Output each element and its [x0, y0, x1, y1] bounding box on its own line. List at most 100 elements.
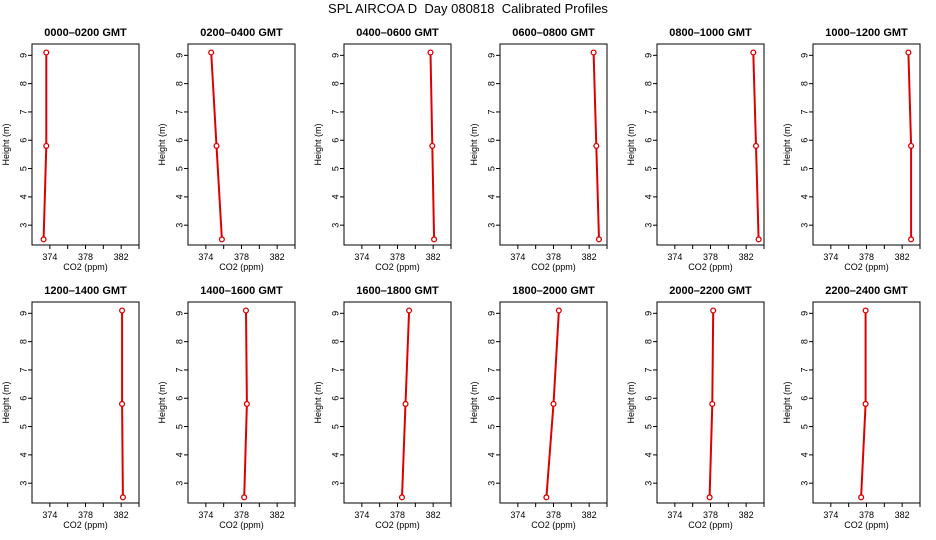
y-tick-label: 7: [18, 367, 28, 372]
y-tick-label: 6: [643, 138, 653, 143]
data-point: [595, 236, 603, 243]
x-tick-label: 378: [859, 510, 874, 520]
y-axis-label: Height (m): [313, 123, 323, 165]
y-tick-label: 9: [18, 53, 28, 58]
data-point: [752, 142, 760, 149]
data-point: [755, 236, 762, 243]
y-tick-label: 4: [18, 452, 28, 457]
x-axis-label: CO2 (ppm): [531, 262, 576, 272]
x-tick-label: 382: [270, 252, 285, 262]
y-tick-label: 4: [799, 452, 809, 457]
data-point: [908, 142, 915, 149]
x-axis-label: CO2 (ppm): [688, 520, 733, 530]
data-point: [43, 142, 50, 149]
panel-10: 1800–2000 GMT 374 378 382 CO2 (ppm) 3 4 5 6 7 8 9 He…: [469, 285, 608, 530]
data-point: [40, 236, 47, 243]
panel-6: 1000–1200 GMT 374 378 382 CO2 (ppm) 3 4 5 6 7 8 9 He…: [782, 27, 921, 272]
y-tick-label: 3: [174, 223, 184, 228]
x-tick-label: 382: [270, 510, 285, 520]
y-tick-label: 8: [643, 81, 653, 86]
x-tick-label: 378: [390, 252, 405, 262]
panel-title: 0200–0400 GMT: [200, 27, 283, 39]
y-axis-label: Height (m): [157, 381, 167, 423]
y-axis-label: Height (m): [626, 381, 636, 423]
panel-title: 2000–2200 GMT: [669, 285, 752, 297]
x-tick-label: 382: [739, 252, 754, 262]
x-tick-label: 382: [426, 510, 441, 520]
y-tick-label: 6: [18, 396, 28, 401]
panel-7: 1200–1400 GMT 374 378 382 CO2 (ppm) 3 4 5 6 7 8 9 He…: [1, 285, 140, 530]
x-tick-label: 378: [78, 252, 93, 262]
data-point: [218, 236, 225, 243]
y-tick-label: 9: [486, 53, 496, 58]
y-tick-label: 5: [330, 166, 340, 171]
panel-title: 1200–1400 GMT: [44, 285, 127, 297]
y-axis-label: Height (m): [782, 381, 792, 423]
panel-3: 0400–0600 GMT 374 378 382 CO2 (ppm) 3 4 5 6 7 8 9 He…: [313, 27, 452, 272]
y-tick-label: 6: [799, 396, 809, 401]
data-point: [543, 494, 550, 501]
panel-5: 0800–1000 GMT 374 378 382 CO2 (ppm) 3 4 5 6 7 8 9 He…: [626, 27, 765, 272]
x-tick-label: 378: [546, 252, 561, 262]
x-tick-label: 374: [354, 510, 369, 520]
x-tick-label: 374: [354, 252, 369, 262]
data-point: [243, 400, 250, 407]
y-tick-label: 9: [174, 53, 184, 58]
data-point: [119, 307, 126, 314]
y-tick-label: 8: [330, 339, 340, 344]
y-tick-label: 7: [174, 109, 184, 114]
y-tick-label: 3: [174, 481, 184, 486]
x-tick-label: 382: [582, 252, 597, 262]
x-axis-label: CO2 (ppm): [844, 520, 889, 530]
y-tick-label: 6: [18, 138, 28, 143]
y-tick-label: 9: [799, 53, 809, 58]
y-tick-label: 7: [18, 109, 28, 114]
panel-2: 0200–0400 GMT 374 378 382 CO2 (ppm) 3 4 5 6 7 8 9 He…: [157, 27, 296, 272]
x-tick-label: 378: [390, 510, 405, 520]
data-point: [590, 49, 597, 56]
y-tick-label: 6: [643, 396, 653, 401]
x-tick-label: 374: [823, 252, 838, 262]
x-tick-label: 378: [234, 510, 249, 520]
y-tick-label: 3: [18, 481, 28, 486]
y-tick-label: 8: [18, 339, 28, 344]
y-tick-label: 5: [330, 424, 340, 429]
x-tick-label: 374: [42, 252, 57, 262]
data-point: [119, 494, 126, 501]
panel-4: 0600–0800 GMT 374 378 382 CO2 (ppm) 3 4 5 6 7 8 9 He…: [469, 27, 608, 272]
y-axis-label: Height (m): [313, 381, 323, 423]
y-tick-label: 4: [799, 194, 809, 199]
y-tick-label: 7: [486, 367, 496, 372]
figure-title: SPL AIRCOA D Day 080818 Calibrated Profi…: [328, 1, 608, 16]
y-axis-label: Height (m): [626, 123, 636, 165]
x-tick-label: 382: [895, 510, 910, 520]
y-tick-label: 9: [330, 53, 340, 58]
y-axis-label: Height (m): [782, 123, 792, 165]
data-point: [908, 236, 915, 243]
y-tick-label: 6: [486, 138, 496, 143]
panel-title: 1000–1200 GMT: [825, 27, 908, 39]
y-tick-label: 9: [486, 311, 496, 316]
y-tick-label: 9: [18, 311, 28, 316]
x-tick-label: 374: [823, 510, 838, 520]
data-point: [431, 236, 438, 243]
y-tick-label: 9: [174, 311, 184, 316]
y-tick-label: 7: [643, 367, 653, 372]
y-tick-label: 8: [330, 81, 340, 86]
y-tick-label: 7: [330, 367, 340, 372]
y-tick-label: 9: [799, 311, 809, 316]
x-tick-label: 382: [114, 252, 129, 262]
data-point: [43, 49, 50, 56]
y-tick-label: 8: [486, 339, 496, 344]
x-axis-label: CO2 (ppm): [688, 262, 733, 272]
x-tick-label: 378: [78, 510, 93, 520]
y-tick-label: 6: [330, 396, 340, 401]
panel-title: 0600–0800 GMT: [512, 27, 595, 39]
data-point: [750, 49, 757, 56]
x-axis-label: CO2 (ppm): [375, 262, 420, 272]
x-tick-label: 374: [667, 510, 682, 520]
x-tick-label: 374: [667, 252, 682, 262]
x-axis-label: CO2 (ppm): [219, 520, 264, 530]
